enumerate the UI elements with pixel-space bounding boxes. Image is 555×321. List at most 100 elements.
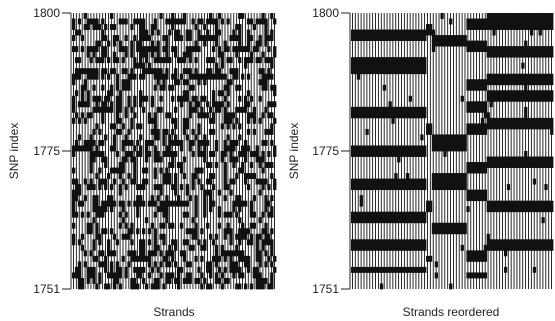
- right-cell: [351, 217, 355, 224]
- right-cell: [408, 184, 412, 191]
- left-cell: [139, 29, 143, 36]
- right-cell: [397, 35, 401, 41]
- right-cell: [405, 68, 410, 75]
- right-cell: [509, 123, 513, 130]
- left-cell: [203, 95, 207, 102]
- left-cell: [124, 266, 128, 273]
- left-cell: [194, 200, 198, 207]
- right-cell: [376, 29, 381, 36]
- left-cell: [165, 272, 169, 279]
- right-cell: [475, 272, 479, 279]
- right-cell: [521, 200, 525, 207]
- left-cell: [188, 145, 192, 152]
- left-cell: [159, 272, 163, 279]
- left-cell: [156, 40, 160, 47]
- left-cell: [197, 277, 201, 284]
- left-cell: [147, 139, 152, 146]
- left-cell: [197, 178, 201, 185]
- left-cell: [241, 46, 245, 53]
- right-cell: [535, 95, 539, 102]
- left-cell: [246, 128, 251, 135]
- left-cell: [144, 255, 149, 262]
- left-cell: [176, 272, 181, 279]
- left-cell: [74, 57, 79, 64]
- left-cell: [238, 29, 242, 36]
- right-cell: [359, 184, 363, 191]
- right-cell: [423, 244, 427, 251]
- left-cell: [124, 134, 128, 141]
- left-cell: [98, 151, 102, 157]
- right-cell: [457, 228, 462, 235]
- right-cell: [374, 239, 378, 246]
- right-cell: [368, 68, 372, 75]
- right-cell: [535, 239, 539, 246]
- right-cell: [541, 156, 545, 163]
- left-cell: [95, 255, 99, 262]
- left-cell: [200, 112, 204, 119]
- right-cell: [437, 139, 441, 146]
- left-panel: 1800 1775 1751 SNP index Strands: [7, 6, 277, 319]
- right-cell: [541, 24, 545, 30]
- right-cell: [431, 29, 436, 36]
- right-cell: [420, 35, 424, 41]
- right-cell: [480, 101, 485, 108]
- right-cell: [420, 112, 424, 119]
- left-cell: [211, 151, 216, 157]
- right-cell: [495, 117, 499, 124]
- right-cell: [460, 178, 464, 185]
- right-cell: [477, 106, 482, 113]
- left-cell: [162, 255, 166, 262]
- right-cell: [472, 84, 476, 91]
- left-cell: [89, 250, 93, 257]
- left-cell: [162, 151, 166, 157]
- right-cell: [535, 90, 539, 97]
- left-cell: [235, 233, 239, 240]
- right-cell: [353, 217, 358, 224]
- right-cell: [529, 156, 534, 163]
- right-cell: [374, 62, 378, 69]
- left-cell: [150, 283, 154, 290]
- left-cell: [185, 90, 189, 97]
- left-cell: [112, 134, 117, 141]
- right-cell: [394, 68, 398, 75]
- right-cell: [527, 239, 531, 246]
- left-cell: [200, 255, 204, 262]
- left-cell: [267, 57, 271, 64]
- left-cell: [153, 128, 157, 135]
- right-cell: [431, 139, 436, 146]
- right-cell: [379, 239, 384, 246]
- left-cell: [174, 139, 178, 146]
- left-cell: [72, 24, 76, 30]
- right-cell: [376, 62, 381, 69]
- left-cell: [206, 139, 210, 146]
- right-cell: [353, 211, 358, 218]
- right-cell: [483, 46, 488, 53]
- left-cell: [141, 73, 146, 80]
- left-cell: [171, 13, 175, 19]
- left-cell: [226, 18, 230, 25]
- left-cell: [208, 272, 213, 279]
- right-cell: [457, 134, 462, 141]
- left-cell: [77, 145, 82, 152]
- right-cell: [463, 184, 467, 191]
- left-cell: [127, 228, 131, 235]
- left-cell: [72, 106, 76, 113]
- left-cell: [188, 51, 192, 58]
- right-cell: [351, 62, 355, 69]
- left-cell: [86, 24, 90, 30]
- left-cell: [98, 261, 102, 268]
- right-cell: [362, 106, 366, 113]
- left-cell: [188, 73, 192, 80]
- left-cell: [223, 195, 227, 202]
- left-cell: [217, 255, 222, 262]
- right-cell: [486, 73, 490, 80]
- right-cell: [414, 68, 418, 75]
- left-cell: [77, 283, 82, 290]
- left-cell: [258, 272, 262, 279]
- left-cell: [203, 24, 207, 30]
- right-cell: [391, 239, 395, 246]
- left-cell: [188, 112, 192, 119]
- right-cell: [532, 206, 537, 213]
- left-cell: [72, 222, 76, 229]
- left-cell: [232, 206, 236, 213]
